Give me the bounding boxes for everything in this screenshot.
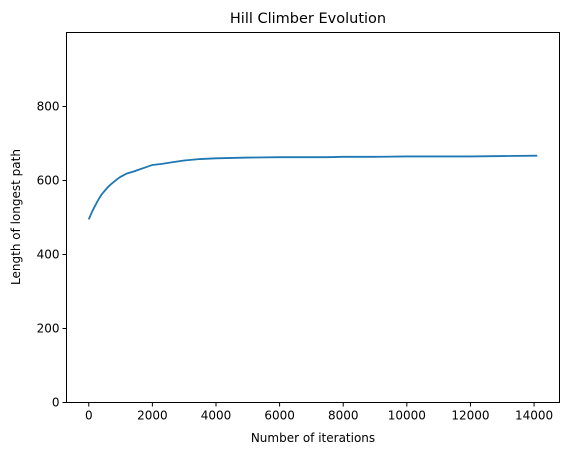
x-tick-label: 0 — [85, 409, 93, 423]
x-axis: 0 2000 4000 6000 8000 10000 12000 14000 — [85, 402, 553, 423]
plot-frame — [66, 32, 560, 403]
x-tick-label: 2000 — [137, 409, 168, 423]
y-tick-label: 200 — [37, 322, 60, 336]
y-tick-label: 600 — [37, 174, 60, 188]
x-tick-label: 6000 — [264, 409, 295, 423]
chart-title: Hill Climber Evolution — [230, 11, 386, 27]
x-tick-label: 12000 — [451, 409, 489, 423]
y-axis: 0 200 400 600 800 — [37, 100, 67, 410]
series-line-0 — [87, 154, 538, 220]
y-tick-label: 800 — [37, 100, 60, 114]
x-tick-label: 10000 — [388, 409, 426, 423]
y-tick-label: 400 — [37, 248, 60, 262]
x-axis-label: Number of iterations — [251, 431, 375, 445]
x-tick-label: 4000 — [201, 409, 232, 423]
series-layer — [87, 154, 538, 220]
x-tick-label: 8000 — [328, 409, 359, 423]
y-tick-label: 0 — [52, 396, 60, 410]
x-tick-label: 14000 — [515, 409, 553, 423]
y-axis-label: Length of longest path — [9, 149, 23, 285]
